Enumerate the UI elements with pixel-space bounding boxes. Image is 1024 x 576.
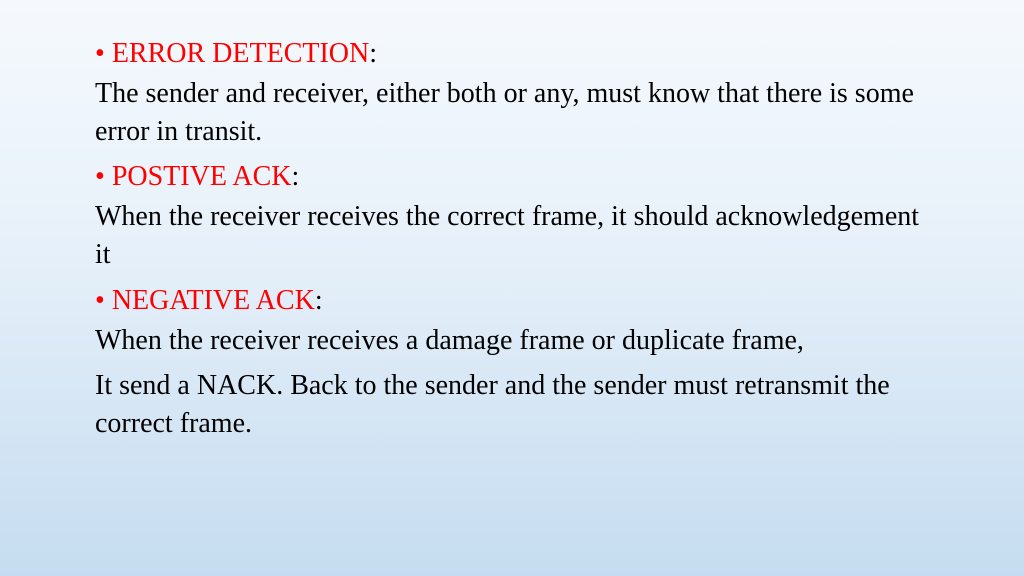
item-2-heading-row: • POSTIVE ACK: (95, 158, 929, 196)
item-2-heading: POSTIVE ACK (112, 161, 292, 192)
item-1-heading-row: • ERROR DETECTION: (95, 35, 929, 73)
item-1-body: The sender and receiver, either both or … (95, 75, 929, 151)
item-1-heading: ERROR DETECTION (112, 38, 369, 69)
item-2-colon: : (292, 161, 300, 192)
item-2-body: When the receiver receives the correct f… (95, 198, 929, 274)
bullet-icon: • (95, 38, 105, 69)
item-3-heading-row: • NEGATIVE ACK: (95, 282, 929, 320)
bullet-icon: • (95, 161, 105, 192)
item-1-colon: : (369, 38, 377, 69)
bullet-icon: • (95, 285, 105, 316)
item-3-body: When the receiver receives a damage fram… (95, 322, 929, 360)
slide-content: • ERROR DETECTION: The sender and receiv… (95, 35, 929, 443)
trailing-body: It send a NACK. Back to the sender and t… (95, 367, 929, 443)
item-3-heading: NEGATIVE ACK (112, 285, 315, 316)
item-3-colon: : (315, 285, 323, 316)
